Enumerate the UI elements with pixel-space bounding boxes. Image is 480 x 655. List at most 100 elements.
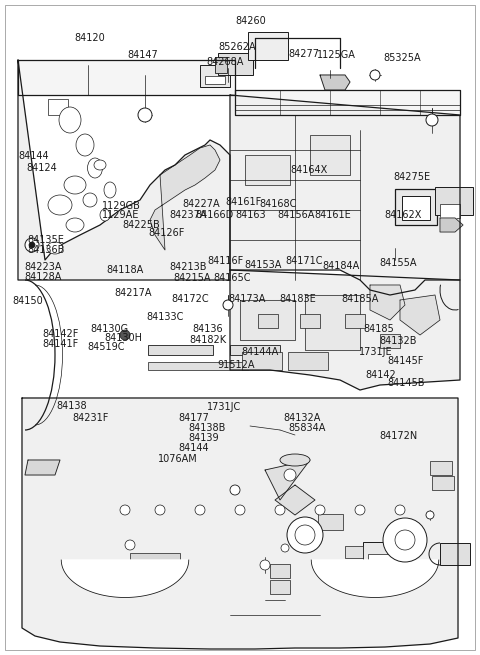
Bar [435,187,473,215]
Circle shape [125,540,135,550]
Text: 84139: 84139 [188,433,219,443]
Text: 84161F: 84161F [226,196,262,207]
Circle shape [383,518,427,562]
Bar [345,314,365,328]
Circle shape [25,238,39,252]
Polygon shape [25,460,60,475]
Ellipse shape [59,107,81,133]
Text: 84116F: 84116F [207,255,244,266]
Bar [432,476,454,490]
Bar [368,554,396,574]
Text: 84215A: 84215A [174,273,211,284]
Text: 84145B: 84145B [388,378,425,388]
Polygon shape [150,145,220,250]
Text: 84172C: 84172C [171,294,208,305]
Ellipse shape [47,242,63,254]
Circle shape [355,505,365,515]
Text: 84275E: 84275E [394,172,431,182]
Circle shape [426,114,438,126]
Circle shape [315,505,325,515]
Text: 84120: 84120 [74,33,105,43]
Text: 84184A: 84184A [323,261,360,271]
Bar [395,189,437,225]
Circle shape [155,505,165,515]
Text: 84145F: 84145F [388,356,424,366]
Text: 84136B: 84136B [28,244,65,255]
Bar [148,345,213,355]
Ellipse shape [76,134,94,156]
Text: 84142: 84142 [366,369,396,380]
Bar [270,564,290,578]
Polygon shape [18,60,230,280]
Bar [380,334,400,348]
Circle shape [370,70,380,80]
Text: 84277: 84277 [288,48,319,59]
Text: 84185A: 84185A [342,294,379,305]
Text: 84168C: 84168C [259,199,297,210]
Ellipse shape [64,176,86,194]
Polygon shape [230,270,460,390]
Ellipse shape [66,218,84,232]
Text: 84165C: 84165C [214,273,251,284]
Bar [248,32,288,60]
Circle shape [223,300,233,310]
Text: 84172N: 84172N [379,430,418,441]
Text: 84141F: 84141F [42,339,79,349]
Text: 84182K: 84182K [190,335,227,345]
Text: 84163: 84163 [235,210,266,220]
Circle shape [295,525,315,545]
Ellipse shape [83,193,97,207]
Text: 84223A: 84223A [24,262,61,272]
Bar [148,362,248,370]
Text: 85262A: 85262A [218,42,256,52]
Bar [440,204,460,218]
Text: 1129AE: 1129AE [102,210,139,221]
Text: 84227A: 84227A [182,199,220,210]
Text: 84153A: 84153A [245,259,282,270]
Text: 84217A: 84217A [114,288,152,298]
Circle shape [284,469,296,481]
Circle shape [395,530,415,550]
Bar [430,461,452,475]
Bar [242,352,282,370]
Bar [258,314,278,328]
Text: 1731JE: 1731JE [359,346,393,357]
Text: 84173A: 84173A [228,294,265,305]
Circle shape [260,560,270,570]
Bar [270,580,290,594]
Circle shape [195,505,205,515]
Text: 84150: 84150 [12,296,43,307]
Text: 84519C: 84519C [87,342,125,352]
Circle shape [230,485,240,495]
Bar [440,543,470,565]
Text: 85834A: 85834A [288,423,325,434]
Text: 84213B: 84213B [169,262,206,272]
Text: 84164X: 84164X [290,165,328,176]
Bar [345,546,363,558]
Ellipse shape [87,158,103,178]
Text: 84161E: 84161E [314,210,351,220]
Text: 84155A: 84155A [379,258,417,269]
Text: 84171C: 84171C [286,256,323,267]
Bar [230,345,280,355]
Ellipse shape [104,182,116,198]
Bar [200,65,230,87]
Text: 84133C: 84133C [146,312,184,322]
Polygon shape [22,398,458,649]
Bar [402,196,430,220]
Polygon shape [311,560,439,597]
Ellipse shape [48,195,72,215]
Text: 1129GB: 1129GB [102,200,141,211]
Circle shape [138,108,152,122]
Polygon shape [240,300,295,340]
Text: 84132A: 84132A [283,413,321,423]
Circle shape [120,505,130,515]
Polygon shape [370,285,405,320]
Bar [218,53,253,75]
Circle shape [287,517,323,553]
Text: 84177: 84177 [179,413,209,423]
Circle shape [275,505,285,515]
Circle shape [281,544,289,552]
Text: 1731JC: 1731JC [207,402,241,413]
Text: 84237A: 84237A [169,210,206,220]
